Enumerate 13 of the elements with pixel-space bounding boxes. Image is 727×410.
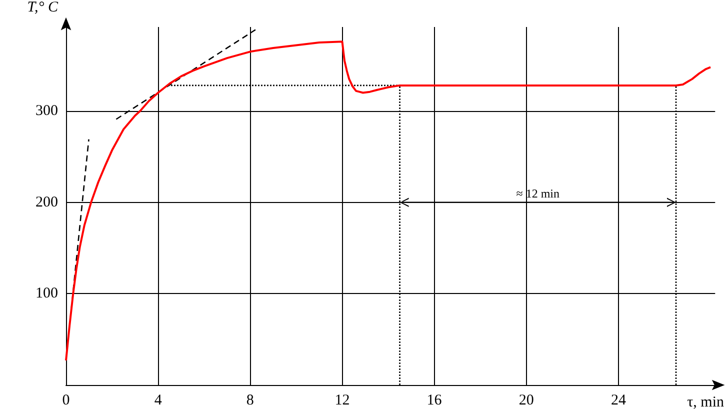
y-tick-label: 100 [36,286,58,302]
x-tick-label: 12 [334,392,350,408]
x-tick-label: 16 [426,392,442,408]
x-tick-label: 8 [246,392,254,408]
y-tick-label: 200 [36,194,58,210]
x-tick-label: 24 [610,392,626,408]
y-tick-label: 300 [36,103,58,120]
x-tick-label: 4 [154,392,162,408]
annotation: ≈ 12 min [516,186,560,200]
y-axis-title: T,° C [27,0,59,16]
x-tick-label: 20 [518,392,534,408]
x-axis-title: τ, min [687,394,724,410]
x-tick-label: 0 [62,392,70,408]
